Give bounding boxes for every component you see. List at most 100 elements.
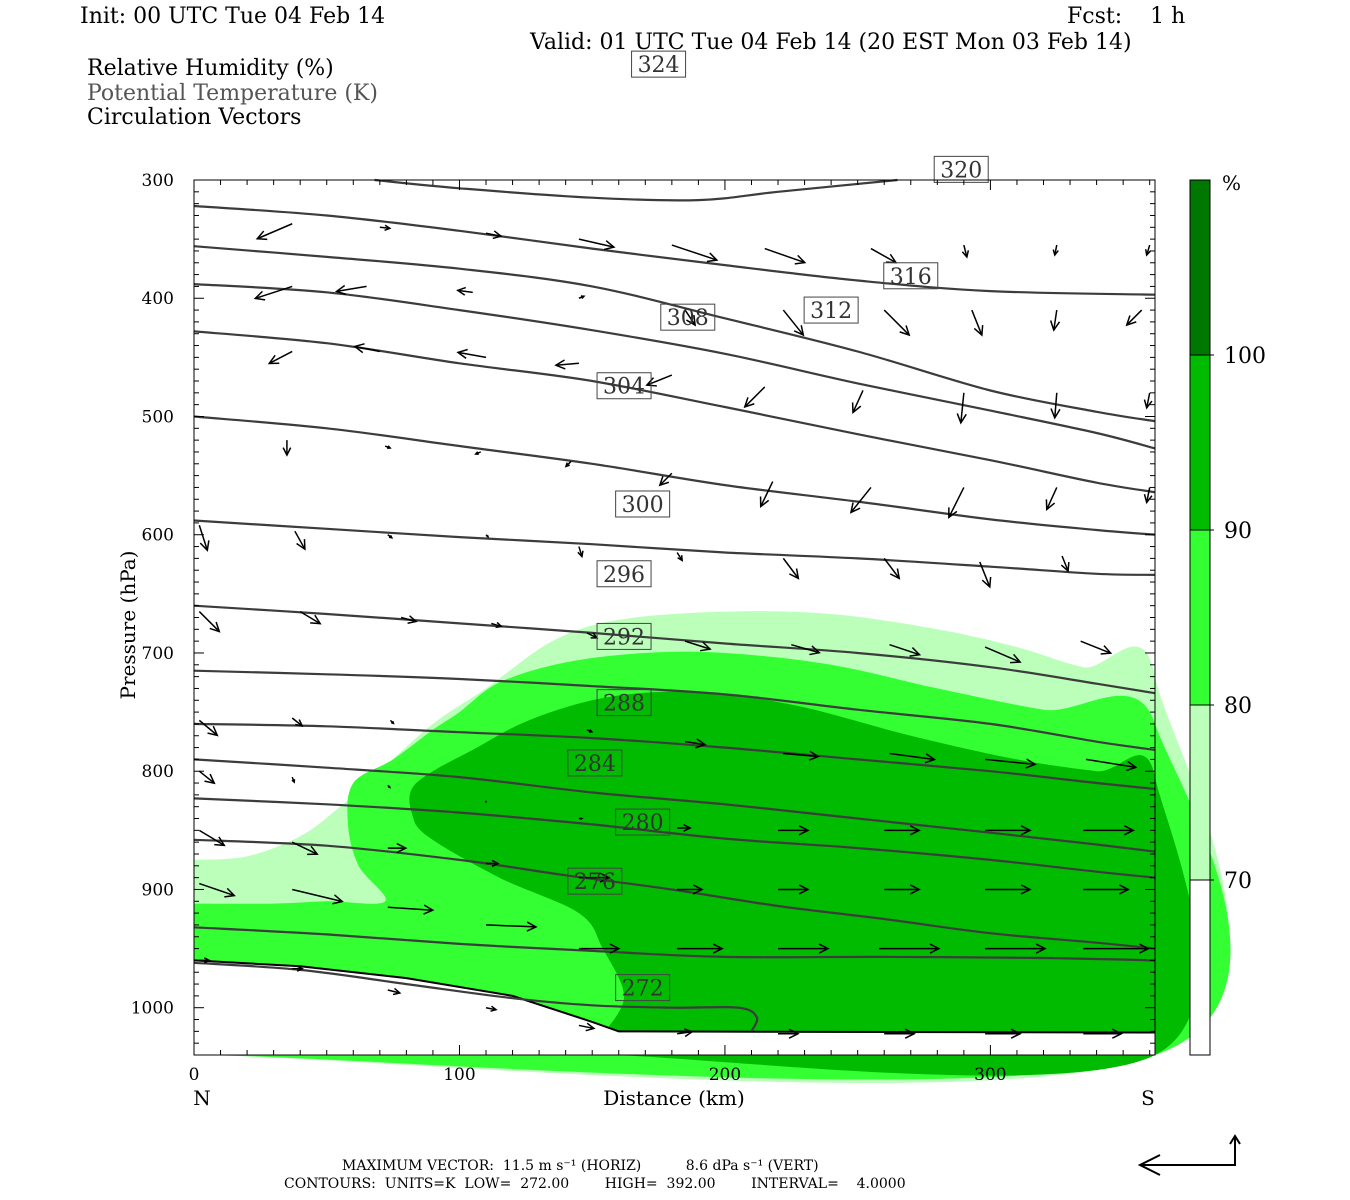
theta-label-308: 308 [660,303,716,331]
circulation-vector [291,717,304,728]
circulation-vector [1083,884,1131,895]
svg-text:316: 316 [890,265,932,290]
circulation-vector [199,957,211,964]
field-label-rh: Relative Humidity (%) [87,56,334,81]
circulation-vector [984,646,1022,664]
circulation-vector [884,1028,916,1039]
circulation-vector [658,472,673,487]
circulation-vector [198,611,221,633]
circulation-vector [743,386,766,409]
theta-contour-layer [193,178,1156,1032]
circulation-vector [387,784,391,789]
circulation-vector [677,943,724,954]
svg-text:304: 304 [603,375,645,400]
circulation-vector [677,884,704,895]
svg-text:292: 292 [603,625,645,650]
circulation-vector [400,615,418,624]
circulation-vector [474,451,481,455]
circulation-vector [291,776,296,784]
circulation-vector [578,1022,596,1032]
circulation-vector [389,719,395,725]
terrain-line [193,959,1156,1034]
circulation-vector [334,284,367,296]
theta-label-312: 312 [803,296,859,324]
theta-label-324: 324 [631,50,687,78]
circulation-vector [1083,1028,1124,1039]
circulation-vector [889,752,937,764]
circulation-vector [759,481,774,509]
circulation-vector [291,841,319,856]
colorbar-level-label: 90 [1224,519,1252,544]
circulation-vector [292,965,304,972]
init-time: Init: 00 UTC Tue 04 Feb 14 [80,4,386,29]
circulation-vector [586,729,594,733]
circulation-vector [198,525,210,552]
circulation-vector [1049,309,1061,332]
field-label-theta: Potential Temperature (K) [87,81,378,106]
theta-contour-300 [193,604,1156,695]
circulation-vector [491,621,503,629]
rh-fill-layer [193,611,1231,1084]
forecast-hour: Fcst: 1 h [1067,4,1186,29]
circulation-vector [889,643,922,657]
circulation-vector [554,359,579,370]
svg-text:280: 280 [622,811,664,836]
svg-text:284: 284 [574,752,616,777]
theta-contour-280 [193,838,1156,950]
valid-time: Valid: 01 UTC Tue 04 Feb 14 (20 EST Mon … [530,30,1132,55]
circulation-vector [956,392,967,425]
circulation-vector [198,829,226,847]
circulation-vector [485,800,487,804]
circulation-vector [299,610,322,625]
circulation-vector [851,390,864,414]
circulation-vector [685,738,707,749]
theta-contour-284 [193,797,1156,879]
circulation-vector [1050,392,1061,420]
theta-label-280: 280 [615,808,671,836]
circulation-vector [778,943,830,954]
circulation-vector [387,904,435,915]
circulation-vector [485,921,538,932]
y-tick-label: 1000 [131,999,174,1019]
circulation-vector [783,750,821,761]
svg-text:296: 296 [603,563,645,588]
svg-text:288: 288 [603,692,645,717]
colorbar-level-label: 100 [1224,344,1266,369]
theta-contour-292 [193,722,1156,791]
colorbar-level-label: 80 [1224,694,1252,719]
circulation-vector [485,230,503,240]
y-tick-label: 400 [142,289,174,309]
x-tick-label: 300 [974,1065,1006,1085]
circulation-vector [1143,487,1153,505]
circulation-vector [884,884,921,895]
circulation-vector [878,943,941,954]
svg-text:276: 276 [574,870,616,895]
circulation-vector [849,486,872,514]
theta-contour-312 [193,330,1156,494]
circulation-vector [671,244,719,263]
circulation-vector [961,244,970,259]
circulation-vector [267,350,293,365]
vector-layer [198,223,1153,1039]
circulation-vector [985,758,1037,769]
circulation-vector [578,872,611,883]
x-tick-label: 200 [709,1065,741,1085]
theta-label-272: 272 [615,974,671,1002]
circulation-vector [985,825,1032,836]
circulation-vector [1083,825,1136,836]
max-vector-note: MAXIMUM VECTOR: 11.5 m s⁻¹ (HORIZ) 8.6 d… [342,1158,819,1174]
colorbar-swatch [1190,705,1210,880]
circulation-vector [979,561,992,589]
circulation-vector [1144,244,1152,257]
svg-text:320: 320 [940,158,982,183]
circulation-vector [1125,309,1143,327]
colorbar-level-label: 70 [1224,869,1252,894]
circulation-vector [577,546,584,559]
colorbar-swatch [1190,355,1210,530]
circulation-vector [578,817,584,820]
theta-label-304: 304 [596,372,652,400]
circulation-vector [684,640,712,652]
theta-label-292: 292 [596,622,652,650]
theta-contour-272 [193,961,759,1032]
circulation-vector [1045,487,1058,511]
